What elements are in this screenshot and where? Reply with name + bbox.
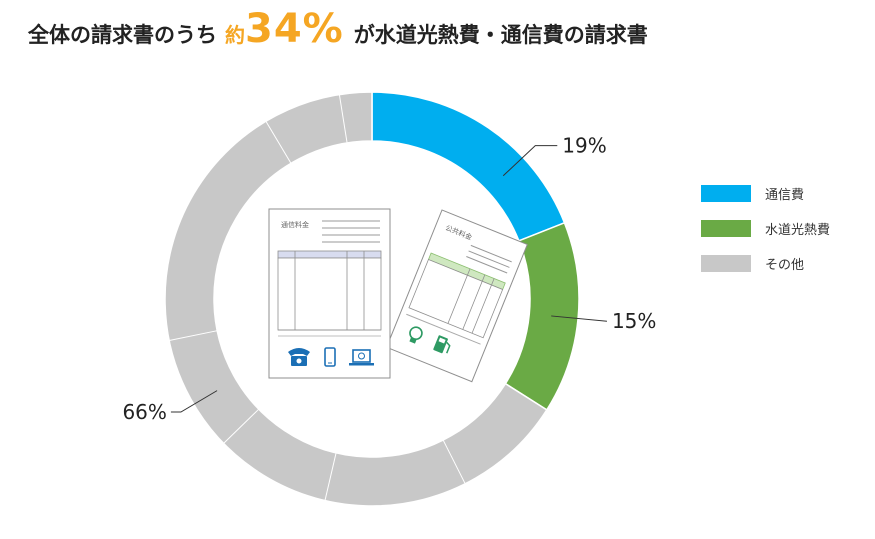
lightbulb-icon xyxy=(409,326,423,344)
other-slice-division-line xyxy=(442,439,466,485)
legend-label-other: その他 xyxy=(765,258,805,273)
legend-item-utilities: 水道光熱費 xyxy=(701,220,831,238)
legend-swatch-other xyxy=(701,255,751,272)
other-slice-division-line xyxy=(324,452,337,501)
other-slice-division-line xyxy=(223,408,260,444)
headline-approx: 約 xyxy=(225,23,245,47)
leader-line-utilities xyxy=(551,315,607,322)
utilities-invoice-document: 公共料金 xyxy=(385,209,528,383)
legend-label-utilities: 水道光熱費 xyxy=(765,223,831,238)
smartphone-icon xyxy=(324,347,336,367)
legend-swatch-communication xyxy=(701,185,751,202)
headline-suffix: が水道光熱費・通信費の請求書 xyxy=(353,23,648,47)
other-slice-division-line xyxy=(265,121,292,164)
chart-legend: 通信費 水道光熱費 その他 xyxy=(701,185,830,290)
data-label-communication: 19% xyxy=(562,134,606,158)
leader-line-other xyxy=(170,390,218,413)
headline-prefix: 全体の請求書のうち xyxy=(28,23,217,47)
donut-segments xyxy=(164,91,580,507)
communication-invoice-title: 通信料金 xyxy=(281,220,309,229)
communication-invoice-document: 通信料金 xyxy=(268,208,391,379)
legend-item-other: その他 xyxy=(701,255,830,273)
donut-slice-communication xyxy=(371,91,566,242)
telephone-icon xyxy=(288,348,310,366)
headline-highlight: 34% xyxy=(245,6,344,52)
laptop-icon xyxy=(349,349,374,366)
legend-label-communication: 通信費 xyxy=(765,188,805,203)
data-label-utilities: 15% xyxy=(612,309,656,333)
data-labels: 19% 15% 66% xyxy=(122,134,656,424)
legend-item-communication: 通信費 xyxy=(701,185,830,203)
other-slice-division-line xyxy=(338,94,348,144)
data-label-other: 66% xyxy=(122,400,166,424)
invoice-illustration: 公共料金 通信料金 xyxy=(268,208,528,383)
chart-headline: 全体の請求書のうち 約34% が水道光熱費・通信費の請求書 xyxy=(28,6,648,52)
fuel-pump-icon xyxy=(433,335,451,354)
label-leader-lines xyxy=(170,145,607,413)
leader-line-communication xyxy=(502,145,558,177)
legend-swatch-utilities xyxy=(701,220,751,237)
other-slice-division-line xyxy=(169,330,218,342)
donut-slice-other xyxy=(164,91,548,507)
